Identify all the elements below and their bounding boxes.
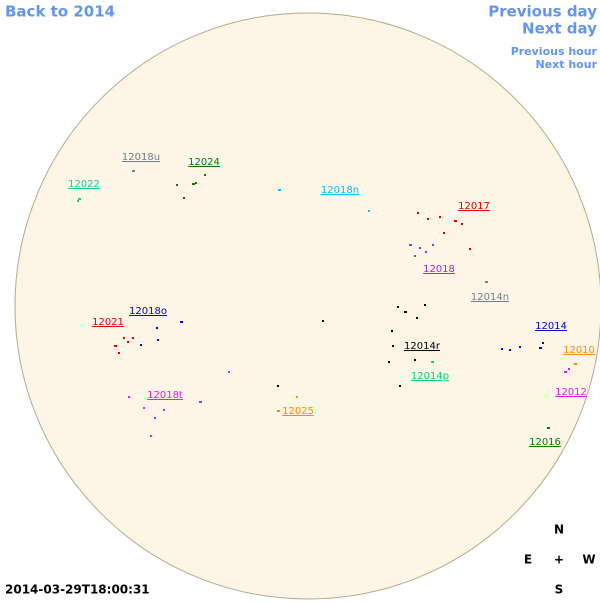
sunspot (157, 339, 159, 341)
region-label[interactable]: 12018o (129, 306, 167, 317)
region-label[interactable]: 12025 (282, 406, 314, 417)
sunspot (469, 248, 471, 250)
sunspot (399, 385, 401, 387)
previous-day-link[interactable]: Previous day (488, 3, 597, 21)
sunspot (204, 174, 206, 176)
region-label[interactable]: 12016 (529, 437, 561, 448)
region-label[interactable]: 12014n (471, 292, 509, 303)
sunspot (163, 409, 165, 411)
sunspot (195, 182, 197, 184)
sunspot (296, 396, 298, 398)
sunspot (419, 247, 421, 249)
sunspot (409, 244, 412, 246)
sunspot (278, 189, 281, 191)
sunspot (397, 306, 399, 308)
sunspot (78, 198, 81, 200)
sunspot (180, 321, 183, 323)
sunspot (140, 344, 142, 346)
sunspot (454, 220, 457, 222)
sunspot (143, 407, 145, 409)
region-label[interactable]: 12017 (458, 201, 490, 212)
next-hour-link[interactable]: Next hour (536, 58, 598, 71)
sunspot (183, 197, 185, 199)
sunspot (432, 244, 434, 246)
sunspot (414, 255, 416, 257)
sunspot (461, 223, 463, 225)
sunspot (368, 210, 370, 212)
region-label[interactable]: 12021 (92, 317, 124, 328)
region-label[interactable]: 12022 (68, 179, 100, 190)
sunspot (568, 368, 570, 370)
sunspot (501, 348, 503, 350)
region-label[interactable]: 12014r (404, 341, 441, 352)
region-label[interactable]: 12018n (321, 185, 359, 196)
sunspot (156, 327, 158, 329)
solar-disk (14, 12, 600, 600)
sunspot (128, 396, 130, 398)
sunspot (431, 361, 434, 363)
region-label[interactable]: 12018 (423, 264, 455, 275)
region-label[interactable]: 12014p (411, 371, 449, 382)
sunspot (388, 361, 390, 363)
sunspot (123, 337, 125, 339)
region-label[interactable]: 12012 (555, 387, 587, 398)
sunspot (322, 320, 324, 322)
sunspot (132, 170, 135, 172)
sunspot (277, 410, 280, 412)
compass-east: E (524, 553, 532, 567)
sunspot (277, 385, 279, 387)
sunspot (127, 341, 129, 343)
region-label[interactable]: 12024 (188, 157, 220, 168)
compass-west: W (582, 553, 595, 567)
sunspot (485, 281, 488, 283)
compass-south: S (555, 583, 564, 597)
sunspot (564, 371, 567, 373)
compass-north: N (554, 523, 564, 537)
sunspot (443, 232, 445, 234)
sunspot (199, 401, 202, 403)
sunspot (132, 337, 134, 339)
sunspot (391, 330, 393, 332)
sunspot (176, 184, 178, 186)
back-link[interactable]: Back to 2014 (5, 3, 115, 21)
sunspot (547, 427, 550, 429)
sunspot (150, 435, 152, 437)
compass-center: + (554, 553, 564, 567)
sunspot (414, 359, 416, 361)
sunspot (424, 304, 426, 306)
sunspot (509, 349, 511, 351)
sunspot (228, 371, 230, 373)
sunspot (417, 212, 419, 214)
sunspot (392, 345, 394, 347)
sunspot (192, 183, 195, 185)
sunspot (574, 363, 577, 365)
sunspot (404, 311, 407, 313)
sunspot (114, 345, 117, 347)
sunspot (425, 251, 427, 253)
sunspot (542, 342, 544, 344)
sunspot (118, 352, 120, 354)
next-day-link[interactable]: Next day (522, 20, 597, 38)
region-label[interactable]: 12010 (563, 345, 595, 356)
sunspot (427, 218, 429, 220)
timestamp: 2014-03-29T18:00:31 (5, 583, 150, 597)
region-label[interactable]: 12014 (535, 321, 567, 332)
sunspot (519, 346, 521, 348)
sunspot (439, 216, 441, 218)
previous-hour-link[interactable]: Previous hour (511, 45, 598, 58)
sunspot (416, 317, 418, 319)
sunspot (154, 417, 156, 419)
sunspot (77, 200, 79, 202)
sunspot (539, 347, 542, 349)
region-label[interactable]: 12018u (122, 152, 160, 163)
region-label[interactable]: 12018t (147, 390, 183, 401)
